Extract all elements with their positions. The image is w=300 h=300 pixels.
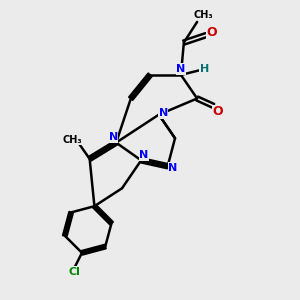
- Text: O: O: [206, 26, 217, 39]
- Text: N: N: [176, 64, 185, 74]
- Text: Cl: Cl: [69, 267, 80, 277]
- Text: CH₃: CH₃: [193, 10, 213, 20]
- Text: N: N: [109, 132, 118, 142]
- Text: H: H: [200, 64, 209, 74]
- Text: CH₃: CH₃: [62, 135, 82, 145]
- Text: N: N: [159, 108, 168, 118]
- Text: N: N: [140, 150, 149, 160]
- Text: O: O: [212, 105, 223, 118]
- Text: N: N: [168, 163, 178, 173]
